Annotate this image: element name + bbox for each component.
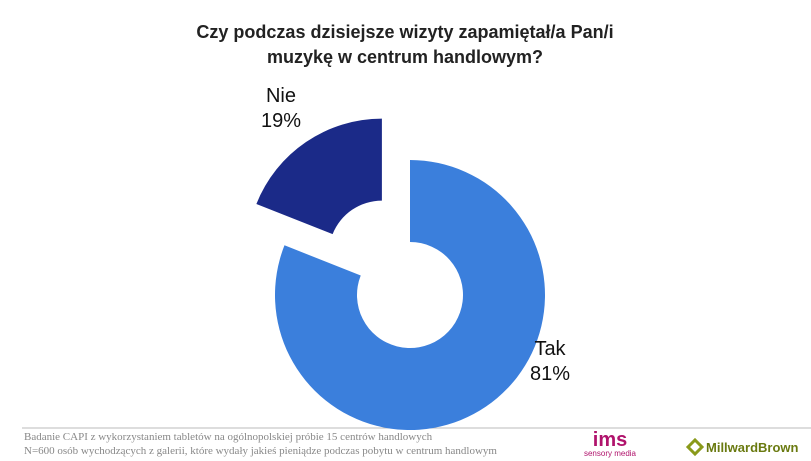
logo: MillwardBrown <box>706 440 799 455</box>
logo: ims <box>593 429 627 451</box>
slice-label: Tak <box>534 338 566 360</box>
logo-icon <box>685 437 705 457</box>
slice-label: Nie <box>266 85 296 107</box>
value-label: 81% <box>530 363 570 385</box>
footer-line: N=600 osób wychodzących z galerii, które… <box>24 445 497 457</box>
value-label: 19% <box>261 110 301 132</box>
slice <box>256 118 382 235</box>
chart-title: Czy podczas dzisiejsze wizyty zapamiętał… <box>196 22 614 67</box>
footer-line: Badanie CAPI z wykorzystaniem tabletów n… <box>24 431 433 443</box>
slice <box>275 160 545 430</box>
logo-sub: sensory media <box>584 449 637 458</box>
